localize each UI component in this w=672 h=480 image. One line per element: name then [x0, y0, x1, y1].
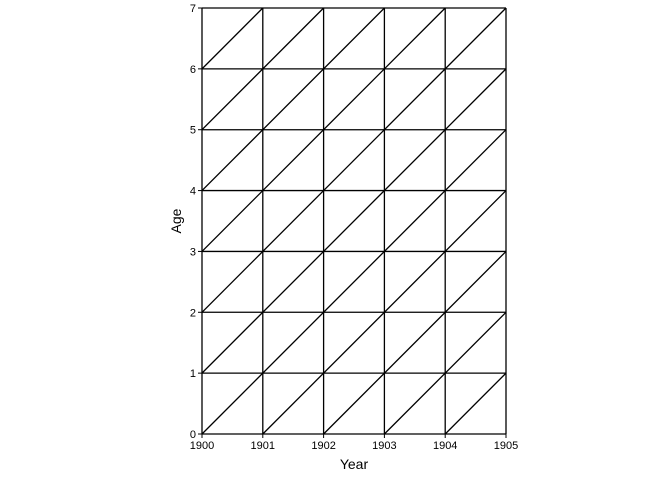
x-tick-label: 1900 — [190, 440, 214, 452]
lifeline — [262, 190, 507, 435]
y-tick-label: 6 — [190, 64, 196, 76]
x-tick-label: 1904 — [433, 440, 457, 452]
y-axis-title: Age — [168, 208, 184, 233]
y-tick-label: 2 — [190, 307, 196, 319]
y-tick-label: 0 — [190, 429, 196, 441]
x-tick-label: 1905 — [494, 440, 518, 452]
lifelines — [201, 7, 507, 435]
lifeline — [201, 129, 507, 435]
lifeline — [444, 372, 507, 435]
lifeline — [201, 7, 385, 192]
y-tick-label: 7 — [190, 3, 196, 15]
lifeline — [323, 250, 507, 435]
x-tick-label: 1902 — [311, 440, 335, 452]
lifeline — [201, 7, 507, 313]
grid — [201, 7, 507, 435]
lifeline — [201, 7, 446, 252]
lifeline — [383, 311, 507, 435]
x-tick-label: 1903 — [372, 440, 396, 452]
axis-ticks: 1900 1901 1902 1903 1904 1905 0 1 2 3 4 5 6 7 — [190, 3, 518, 452]
x-tick-label: 1901 — [251, 440, 275, 452]
y-tick-label: 3 — [190, 246, 196, 258]
y-tick-label: 5 — [190, 125, 196, 137]
y-tick-label: 1 — [190, 368, 196, 380]
lifeline — [201, 7, 264, 70]
x-axis-title: Year — [340, 456, 369, 472]
lifeline — [201, 68, 507, 374]
lifeline — [201, 7, 325, 131]
y-tick-label: 4 — [190, 186, 196, 198]
